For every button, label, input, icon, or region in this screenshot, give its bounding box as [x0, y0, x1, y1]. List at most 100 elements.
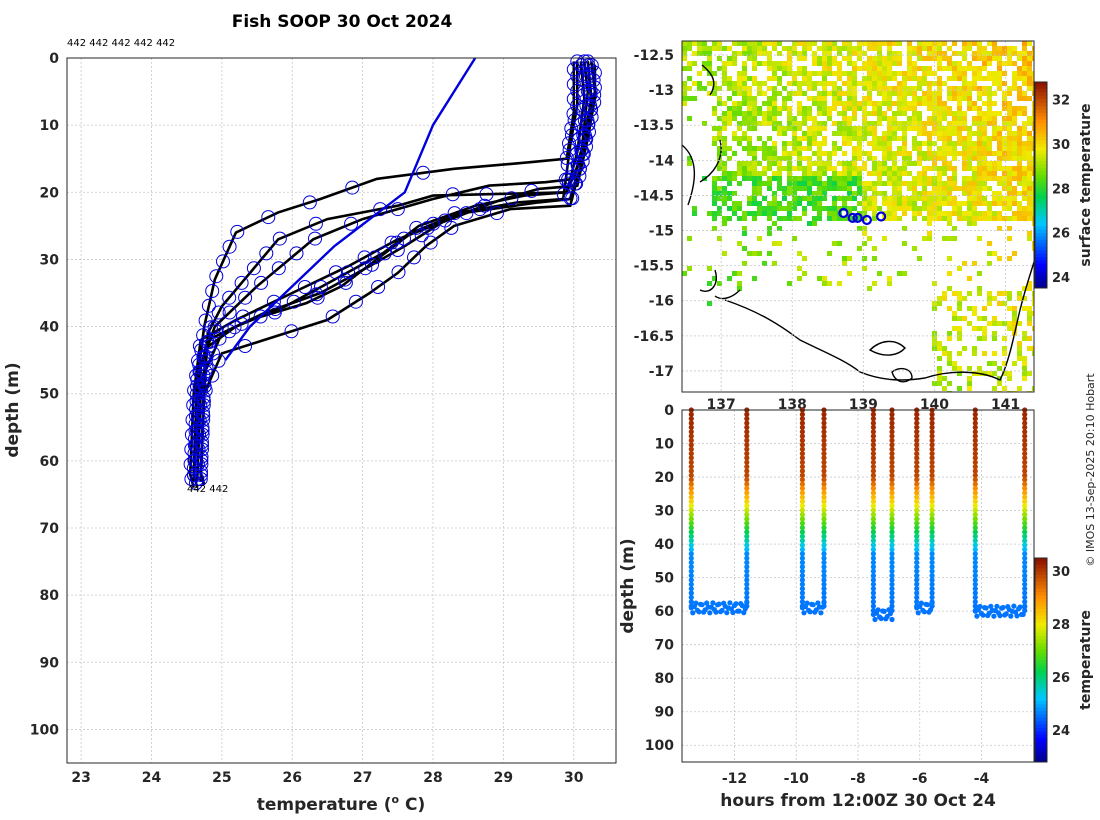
- sst-pixel: [737, 286, 742, 291]
- section-data-point: [972, 581, 978, 587]
- sst-pixel: [802, 176, 807, 181]
- sst-pixel: [972, 131, 977, 136]
- sst-pixel: [922, 171, 927, 176]
- sst-pixel: [927, 116, 932, 121]
- sst-pixel: [792, 126, 797, 131]
- sst-pixel: [892, 196, 897, 201]
- section-data-point: [719, 607, 725, 614]
- section-data-point: [804, 600, 810, 606]
- sst-pixel: [937, 116, 942, 121]
- section-data-point: [688, 437, 694, 444]
- sst-pixel: [1022, 296, 1027, 301]
- sst-pixel: [997, 201, 1002, 206]
- map-colorbar-segment: [1035, 257, 1047, 262]
- section-data-point: [744, 594, 750, 601]
- sst-pixel: [862, 81, 867, 86]
- sst-pixel: [837, 46, 842, 51]
- map-colorbar-tick: 32: [1052, 94, 1070, 109]
- sst-pixel: [792, 206, 797, 211]
- sst-pixel: [707, 66, 712, 71]
- sst-pixel: [837, 206, 842, 211]
- sst-pixel: [862, 151, 867, 156]
- sst-pixel: [857, 46, 862, 51]
- sst-pixel: [1017, 76, 1022, 81]
- sst-pixel: [707, 61, 712, 66]
- sst-pixel: [902, 71, 907, 76]
- sst-pixel: [832, 131, 837, 136]
- sst-pixel: [932, 181, 937, 186]
- sst-pixel: [722, 196, 727, 201]
- sst-pixel: [952, 146, 957, 151]
- sst-pixel: [1017, 211, 1022, 216]
- sst-pixel: [992, 91, 997, 96]
- section-data-point: [799, 599, 806, 605]
- sst-pixel: [872, 141, 877, 146]
- section-data-point: [821, 520, 827, 526]
- sst-pixel: [722, 201, 727, 206]
- sst-pixel: [727, 216, 732, 221]
- sst-pixel: [737, 126, 742, 131]
- section-data-point: [799, 442, 806, 448]
- sst-pixel: [1002, 171, 1007, 176]
- sst-pixel: [992, 126, 997, 131]
- sst-pixel: [947, 356, 952, 361]
- sst-pixel: [797, 181, 802, 186]
- sst-pixel: [962, 156, 967, 161]
- sst-pixel: [987, 106, 992, 111]
- sst-pixel: [892, 206, 897, 211]
- sst-pixel: [927, 201, 932, 206]
- profile-data-marker: [423, 235, 438, 250]
- sst-pixel: [977, 291, 982, 296]
- sst-pixel: [1007, 216, 1012, 221]
- profile-data-marker: [414, 228, 429, 243]
- sst-pixel: [1007, 171, 1012, 176]
- sst-pixel: [932, 346, 937, 351]
- sst-pixel: [937, 156, 942, 161]
- section-data-point: [1022, 590, 1028, 596]
- sst-pixel: [1007, 181, 1012, 186]
- sst-pixel: [892, 191, 897, 196]
- sst-pixel: [947, 221, 952, 226]
- section-data-point: [929, 538, 935, 544]
- sst-pixel: [817, 186, 822, 191]
- section-colorbar-label: temperature: [1078, 610, 1094, 710]
- section-data-point: [972, 577, 978, 583]
- sst-pixel: [772, 46, 777, 51]
- sst-pixel: [862, 256, 867, 261]
- sst-pixel: [877, 71, 882, 76]
- sst-pixel: [952, 61, 957, 66]
- map-lon-tick-label: 138: [778, 397, 807, 413]
- sst-pixel: [742, 116, 747, 121]
- section-data-point: [889, 573, 895, 579]
- sst-pixel: [842, 166, 847, 171]
- sst-pixel: [982, 186, 987, 191]
- sst-pixel: [862, 126, 867, 131]
- section-y-tick-label: 100: [645, 738, 674, 754]
- section-data-point: [878, 615, 884, 622]
- sst-pixel: [827, 281, 832, 286]
- sst-pixel: [927, 196, 932, 201]
- sst-pixel: [982, 51, 987, 56]
- section-data-point: [889, 555, 895, 561]
- sst-pixel: [767, 226, 772, 231]
- sst-pixel: [997, 81, 1002, 86]
- sst-pixel: [852, 111, 857, 116]
- profile-data-marker: [566, 106, 581, 121]
- sst-pixel: [932, 301, 937, 306]
- sst-pixel: [922, 126, 927, 131]
- sst-pixel: [957, 301, 962, 306]
- sst-pixel: [782, 156, 787, 161]
- sst-pixel: [812, 171, 817, 176]
- sst-pixel: [817, 276, 822, 281]
- map-colorbar-segment: [1035, 267, 1047, 272]
- sst-pixel: [827, 166, 832, 171]
- sst-pixel: [912, 186, 917, 191]
- sst-pixel: [907, 61, 912, 66]
- section-data-point: [744, 507, 750, 513]
- profile-data-marker: [584, 110, 599, 125]
- section-data-point: [889, 581, 895, 587]
- sst-pixel: [857, 186, 862, 191]
- sst-pixel: [892, 151, 897, 156]
- sst-pixel: [982, 336, 987, 341]
- profile-data-marker: [479, 187, 494, 202]
